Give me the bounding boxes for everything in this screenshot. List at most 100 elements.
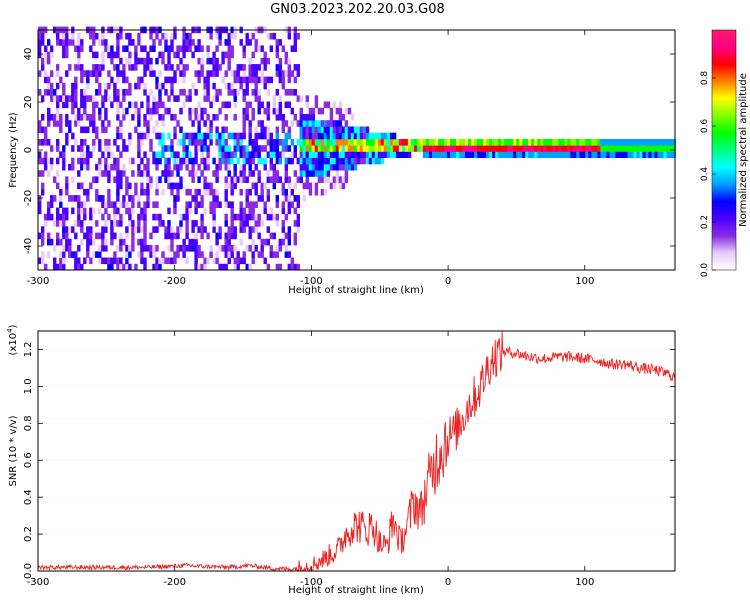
heatmap-cell [269, 207, 273, 215]
heatmap-cell [284, 57, 288, 65]
heatmap-cell [341, 139, 346, 146]
heatmap-cell [275, 176, 279, 183]
heatmap-cell [663, 151, 667, 158]
heatmap-cell [245, 263, 249, 271]
x-tick-label: 100 [575, 577, 594, 588]
heatmap-cell [110, 57, 114, 65]
heatmap-cell [230, 188, 234, 196]
heatmap-cell [302, 114, 306, 121]
colorbar: 0.00.20.40.60.8 Normalized spectral ampl… [700, 29, 749, 277]
heatmap-cell [197, 114, 201, 121]
heatmap-cell [116, 132, 120, 140]
heatmap-cell [453, 139, 457, 146]
heatmap-cell [260, 182, 264, 190]
heatmap-cell [654, 139, 658, 146]
heatmap-cell [347, 145, 352, 152]
heatmap-cell [254, 64, 258, 71]
heatmap-cell [422, 151, 427, 158]
heatmap-cell [392, 145, 397, 152]
heatmap-cell [197, 70, 201, 77]
heatmap-cell [338, 107, 343, 115]
heatmap-cell [329, 114, 334, 121]
heatmap-cell [83, 89, 87, 96]
heatmap-cell [627, 145, 631, 152]
heatmap-cell [152, 70, 156, 77]
heatmap-cell [230, 51, 234, 59]
heatmap-cell [77, 220, 81, 227]
heatmap-cell [227, 170, 231, 177]
heatmap-cell [167, 57, 171, 65]
heatmap-cell [50, 145, 54, 152]
heatmap-cell [230, 132, 234, 140]
heatmap-cell [56, 95, 60, 102]
heatmap-cell [314, 163, 319, 171]
heatmap-cell [347, 163, 352, 171]
heatmap-cell [486, 139, 490, 146]
heatmap-cell [215, 70, 219, 77]
heatmap-cell [254, 226, 258, 233]
heatmap-cell [510, 145, 514, 152]
heatmap-cell [188, 238, 192, 246]
heatmap-cell [134, 263, 138, 271]
heatmap-cell [242, 251, 246, 258]
heatmap-cell [227, 251, 231, 258]
heatmap-cell [164, 170, 168, 177]
heatmap-cell [50, 82, 54, 90]
heatmap-cell [137, 195, 141, 202]
heatmap-cell [83, 163, 87, 171]
heatmap-cell [323, 151, 328, 158]
heatmap-cell [311, 157, 316, 165]
heatmap-cell [260, 251, 264, 258]
heatmap-cell [179, 163, 183, 171]
heatmap-cell [158, 151, 162, 158]
heatmap-cell [80, 182, 84, 190]
heatmap-cell [80, 76, 84, 84]
heatmap-cell [197, 245, 201, 252]
heatmap-cell [143, 82, 147, 90]
heatmap-cell [606, 139, 610, 146]
heatmap-cell [248, 157, 252, 165]
heatmap-cell [561, 145, 565, 152]
heatmap-cell [230, 207, 234, 215]
heatmap-cell [107, 51, 111, 59]
heatmap-cell [203, 257, 207, 265]
heatmap-cell [104, 107, 108, 115]
heatmap-cell [257, 76, 261, 84]
heatmap-cell [74, 120, 78, 127]
heatmap-cell [65, 232, 69, 240]
heatmap-cell [486, 151, 490, 158]
heatmap-cell [314, 151, 319, 158]
heatmap-cell [266, 126, 270, 134]
heatmap-cell [386, 139, 391, 146]
heatmap-cell [215, 251, 219, 258]
heatmap-cell [236, 213, 240, 221]
heatmap-cell [176, 151, 180, 158]
heatmap-cell [98, 245, 102, 252]
heatmap-cell [206, 114, 210, 121]
heatmap-cell [672, 145, 676, 152]
heatmap-cell [305, 114, 309, 121]
heatmap-cell [648, 145, 652, 152]
heatmap-cell [92, 95, 96, 102]
heatmap-cell [194, 145, 198, 152]
heatmap-cell [395, 151, 400, 158]
heatmap-cell [179, 57, 183, 65]
heatmap-cell [272, 101, 276, 109]
heatmap-cell [146, 107, 150, 115]
heatmap-cell [522, 139, 526, 146]
heatmap-cell [212, 57, 216, 65]
heatmap-cell [212, 170, 216, 177]
heatmap-cell [98, 39, 102, 46]
heatmap-cell [77, 120, 81, 127]
heatmap-cell [230, 157, 234, 165]
heatmap-cell [495, 139, 499, 146]
heatmap-cell [371, 145, 376, 152]
heatmap-cell [185, 201, 189, 208]
heatmap-cell [540, 139, 544, 146]
heatmap-cell [179, 45, 183, 52]
heatmap-cell [98, 82, 102, 90]
heatmap-cell [380, 151, 385, 158]
heatmap-cell [347, 107, 352, 115]
heatmap-cell [152, 151, 156, 158]
heatmap-cell [612, 145, 616, 152]
